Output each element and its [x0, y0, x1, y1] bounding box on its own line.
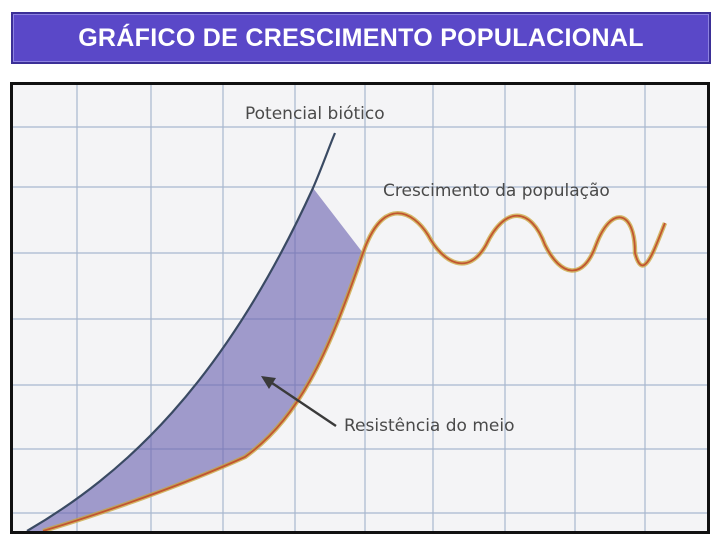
population-growth-label: Crescimento da população — [383, 181, 610, 201]
environmental-resistance-area — [27, 188, 363, 531]
arrow-icon — [261, 376, 337, 427]
growth-diagram: Potencial biótico Crescimento da populaç… — [13, 85, 707, 531]
grid — [13, 85, 707, 531]
title-bar: GRÁFICO DE CRESCIMENTO POPULACIONAL — [11, 12, 711, 64]
environmental-resistance-label: Resistência do meio — [344, 416, 514, 436]
population-growth-curve-core — [42, 212, 666, 531]
biotic-potential-label: Potencial biótico — [245, 104, 385, 124]
biotic-potential-curve — [26, 132, 337, 531]
growth-diagram-frame: Potencial biótico Crescimento da populaç… — [10, 82, 710, 534]
page-title: GRÁFICO DE CRESCIMENTO POPULACIONAL — [78, 23, 644, 52]
